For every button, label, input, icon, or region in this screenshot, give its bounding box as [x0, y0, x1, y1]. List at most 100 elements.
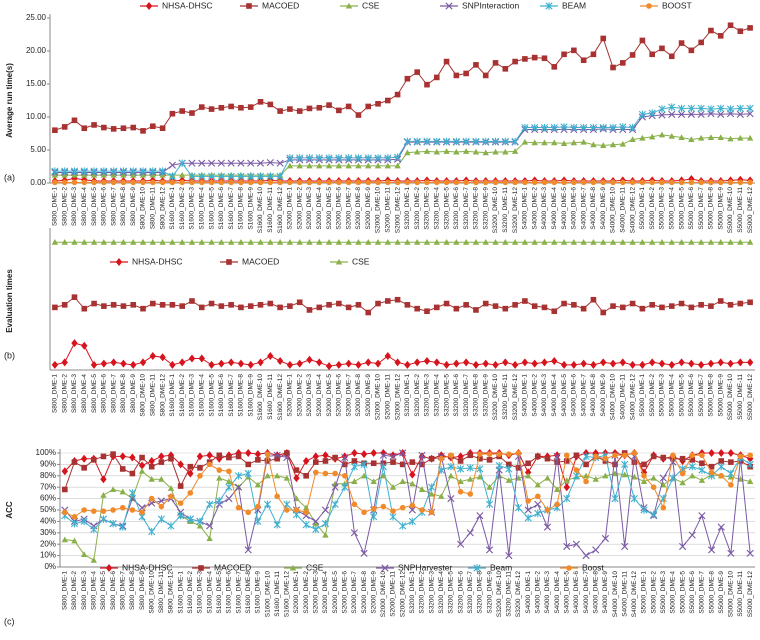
data-point [423, 239, 431, 245]
data-point [649, 179, 655, 186]
legend-label: MACOED [214, 562, 251, 572]
data-point [316, 304, 323, 311]
data-point [590, 360, 597, 369]
data-point [70, 167, 79, 175]
panel-label: (a) [4, 172, 15, 182]
data-point [245, 509, 252, 516]
data-point [727, 469, 735, 478]
data-point [640, 506, 648, 514]
data-point [650, 484, 657, 491]
data-point [660, 454, 667, 461]
x-tick-label: S4000_DME-6 [571, 187, 578, 230]
series-line [64, 470, 751, 561]
data-point [621, 460, 629, 469]
x-tick-label: S1600_DME-11 [267, 374, 274, 420]
data-point [177, 460, 184, 469]
x-tick-label: S2000_DME-1 [293, 571, 300, 614]
x-tick-label: S2000_DME-2 [303, 571, 310, 614]
data-point [413, 239, 421, 245]
legend-label: CSE [306, 562, 324, 572]
data-point [698, 466, 706, 474]
x-tick-label: S800_DME-12 [168, 571, 175, 614]
data-point [482, 72, 489, 79]
data-point [409, 502, 416, 509]
data-point [473, 307, 479, 313]
data-point [462, 239, 470, 245]
data-point [355, 162, 362, 169]
x-tick-label: S3200_DME-2 [414, 187, 421, 230]
data-point [198, 172, 206, 181]
data-point [443, 179, 450, 186]
data-point [129, 470, 136, 477]
data-point [228, 302, 234, 308]
data-point [515, 465, 522, 471]
data-point [629, 239, 636, 245]
x-tick-label: S2000_DME-3 [306, 187, 313, 230]
data-point [540, 123, 549, 132]
x-tick-label: S2000_DME-8 [355, 187, 362, 230]
data-point [394, 358, 401, 367]
x-tick-label: S2000_DME-8 [361, 571, 368, 614]
x-tick-label: S800_DME-8 [120, 374, 127, 413]
data-point [293, 467, 300, 473]
x-tick-label: S800_DME-2 [71, 571, 78, 610]
data-point [139, 239, 147, 245]
data-point [409, 480, 416, 487]
data-point [583, 478, 589, 485]
data-point [521, 358, 529, 367]
data-point [198, 104, 205, 110]
x-tick-label: S4000_DME-12 [629, 187, 636, 234]
x-tick-label: S4000_DME-12 [631, 571, 638, 618]
data-point [316, 358, 323, 367]
data-point [688, 304, 695, 311]
y-tick-label: 40% [40, 517, 56, 526]
data-point [189, 179, 195, 186]
data-point [61, 358, 68, 367]
data-point [227, 358, 235, 367]
data-point [648, 133, 656, 140]
data-point [365, 179, 372, 186]
data-point [600, 239, 607, 245]
x-tick-label: S1600_DME-9 [247, 187, 254, 230]
data-point [699, 452, 705, 459]
legend-label: MACOED [262, 0, 299, 10]
y-tick-label: 80% [40, 471, 56, 480]
x-tick-label: S3200_DME-8 [473, 187, 480, 230]
data-point [550, 123, 558, 132]
data-point [394, 162, 401, 169]
data-point [399, 478, 406, 485]
data-point [119, 523, 127, 531]
data-point [409, 459, 416, 465]
data-point [544, 474, 551, 481]
data-point [351, 478, 358, 485]
data-point [345, 304, 352, 311]
data-point [101, 124, 107, 131]
data-point [580, 57, 587, 64]
data-point [689, 472, 696, 479]
data-point [234, 483, 243, 491]
data-point [218, 359, 225, 368]
data-point [746, 358, 754, 367]
x-tick-label: S2000_DME-2 [296, 374, 303, 417]
data-point [495, 461, 503, 470]
series-line [54, 296, 751, 314]
data-point [62, 486, 68, 493]
data-point [541, 358, 548, 367]
data-point [708, 27, 714, 34]
data-point [572, 540, 581, 548]
data-point [120, 125, 127, 132]
data-point [679, 479, 686, 486]
data-point [389, 513, 397, 521]
x-tick-label: S1600_DME-9 [247, 374, 254, 417]
legend-label: BOOST [662, 0, 692, 10]
data-point [345, 103, 352, 110]
data-point [119, 452, 126, 461]
data-point [140, 128, 146, 134]
data-point [296, 359, 303, 368]
x-tick-label: S4000_DME-1 [525, 571, 532, 614]
data-point [177, 512, 185, 520]
x-tick-label: S800_DME-3 [81, 571, 88, 610]
data-point [312, 459, 319, 465]
data-point [360, 549, 368, 557]
data-point [482, 300, 489, 307]
